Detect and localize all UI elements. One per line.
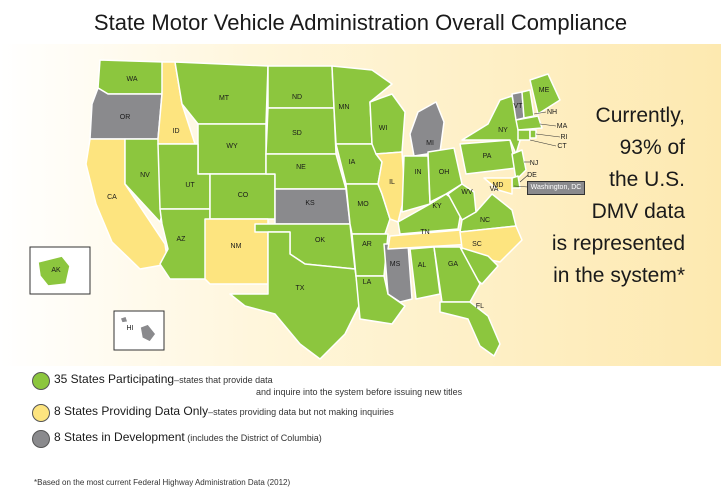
- state-ne: [265, 153, 347, 190]
- label-nc: NC: [480, 217, 490, 224]
- label-nj: NJ: [530, 160, 539, 167]
- state-mi: [409, 101, 445, 157]
- legend-desc-data-only: –states providing data but not making in…: [208, 407, 394, 417]
- label-nh: NH: [547, 109, 557, 116]
- label-ms: MS: [390, 261, 401, 268]
- legend-swatch-development: [32, 430, 50, 448]
- label-vt: VT: [514, 103, 524, 110]
- label-sd: SD: [292, 130, 302, 137]
- label-ct: CT: [557, 143, 567, 150]
- label-nm: NM: [231, 243, 242, 250]
- state-la: [355, 275, 406, 325]
- label-wi: WI: [379, 125, 388, 132]
- legend-item-development: 8 States in Development (includes the Di…: [32, 428, 692, 454]
- state-nm: [204, 218, 269, 285]
- label-md: MD: [493, 182, 504, 189]
- state-wi: [369, 93, 406, 155]
- label-mn: MN: [339, 104, 350, 111]
- legend-swatch-data-only: [32, 404, 50, 422]
- state-ri: [529, 129, 537, 139]
- callout-line-3: the U.S.: [609, 168, 685, 191]
- callout-line-4: DMV data: [591, 200, 685, 223]
- label-wv: WV: [461, 189, 473, 196]
- legend-swatch-participating: [32, 372, 50, 390]
- label-or: OR: [120, 114, 131, 121]
- label-ok: OK: [315, 237, 325, 244]
- callout-line-6: in the system*: [553, 264, 685, 287]
- state-az: [159, 208, 211, 280]
- label-hi: HI: [127, 325, 134, 332]
- leader-lines: [513, 111, 561, 188]
- label-tx: TX: [296, 285, 305, 292]
- label-nd: ND: [292, 94, 302, 101]
- label-wy: WY: [226, 143, 238, 150]
- state-ma: [515, 115, 543, 131]
- legend: 35 States Participating–states that prov…: [32, 370, 692, 454]
- label-ut: UT: [185, 182, 195, 189]
- state-nj: [511, 149, 527, 181]
- state-wv: [447, 183, 477, 221]
- page-title: State Motor Vehicle Administration Overa…: [93, 10, 628, 35]
- label-ne: NE: [296, 164, 306, 171]
- label-ga: GA: [448, 261, 458, 268]
- label-id: ID: [173, 128, 180, 135]
- label-nv: NV: [140, 172, 150, 179]
- label-sc: SC: [472, 241, 482, 248]
- state-md: [483, 177, 513, 195]
- label-ks: KS: [305, 200, 315, 207]
- label-ar: AR: [362, 241, 372, 248]
- state-ak: [37, 255, 71, 287]
- label-ma: MA: [557, 123, 568, 130]
- label-ia: IA: [349, 159, 356, 166]
- label-tn: TN: [420, 229, 429, 236]
- legend-item-data-only: 8 States Providing Data Only–states prov…: [32, 402, 692, 428]
- callout-line-5: is represented: [551, 232, 685, 255]
- legend-desc2-participating: and inquire into the system before issui…: [256, 387, 463, 397]
- state-fl: [439, 301, 501, 357]
- callout-line-2: 93% of: [619, 136, 685, 159]
- label-az: AZ: [177, 236, 187, 243]
- state-mt: [174, 61, 269, 125]
- legend-item-participating: 35 States Participating–states that prov…: [32, 370, 692, 402]
- label-ny: NY: [498, 127, 508, 134]
- label-mi: MI: [426, 140, 434, 147]
- state-ga: [433, 246, 481, 303]
- label-mo: MO: [357, 201, 369, 208]
- label-il: IL: [389, 179, 395, 186]
- label-al: AL: [418, 262, 427, 269]
- state-in: [401, 155, 431, 213]
- label-va: VA: [490, 186, 499, 193]
- legend-label-participating: 35 States Participating: [54, 372, 175, 386]
- label-fl: FL: [476, 303, 484, 310]
- label-me: ME: [539, 87, 550, 94]
- dc-label-box: Washington, DC: [527, 181, 585, 195]
- label-la: LA: [363, 279, 372, 286]
- footnote: *Based on the most current Federal Highw…: [34, 478, 291, 487]
- label-pa: PA: [483, 153, 492, 160]
- label-ak: AK: [51, 267, 61, 274]
- label-de: DE: [527, 172, 537, 179]
- us-map: WA OR CA NV ID MT WY UT CO AZ NM ND SD N…: [29, 59, 568, 360]
- state-al: [409, 246, 441, 300]
- legend-desc-participating: –states that provide data: [174, 375, 273, 385]
- label-wa: WA: [126, 76, 137, 83]
- coverage-callout: Currently, 93% of the U.S. DMV data is r…: [465, 100, 685, 292]
- legend-label-development: 8 States in Development: [54, 430, 185, 444]
- label-co: CO: [238, 192, 249, 199]
- state-ms: [383, 243, 413, 303]
- label-ri: RI: [561, 134, 568, 141]
- label-mt: MT: [219, 95, 230, 102]
- label-ky: KY: [432, 203, 442, 210]
- label-in: IN: [415, 169, 422, 176]
- callout-line-1: Currently,: [595, 104, 685, 127]
- state-hi: [139, 323, 157, 343]
- state-me: [529, 73, 561, 115]
- state-hi-small: [119, 315, 129, 324]
- label-ca: CA: [107, 194, 117, 201]
- label-oh: OH: [439, 169, 450, 176]
- state-nd: [267, 65, 335, 109]
- legend-label-data-only: 8 States Providing Data Only: [54, 404, 209, 418]
- state-tx: [229, 231, 361, 360]
- legend-desc-development: (includes the District of Columbia): [184, 433, 322, 443]
